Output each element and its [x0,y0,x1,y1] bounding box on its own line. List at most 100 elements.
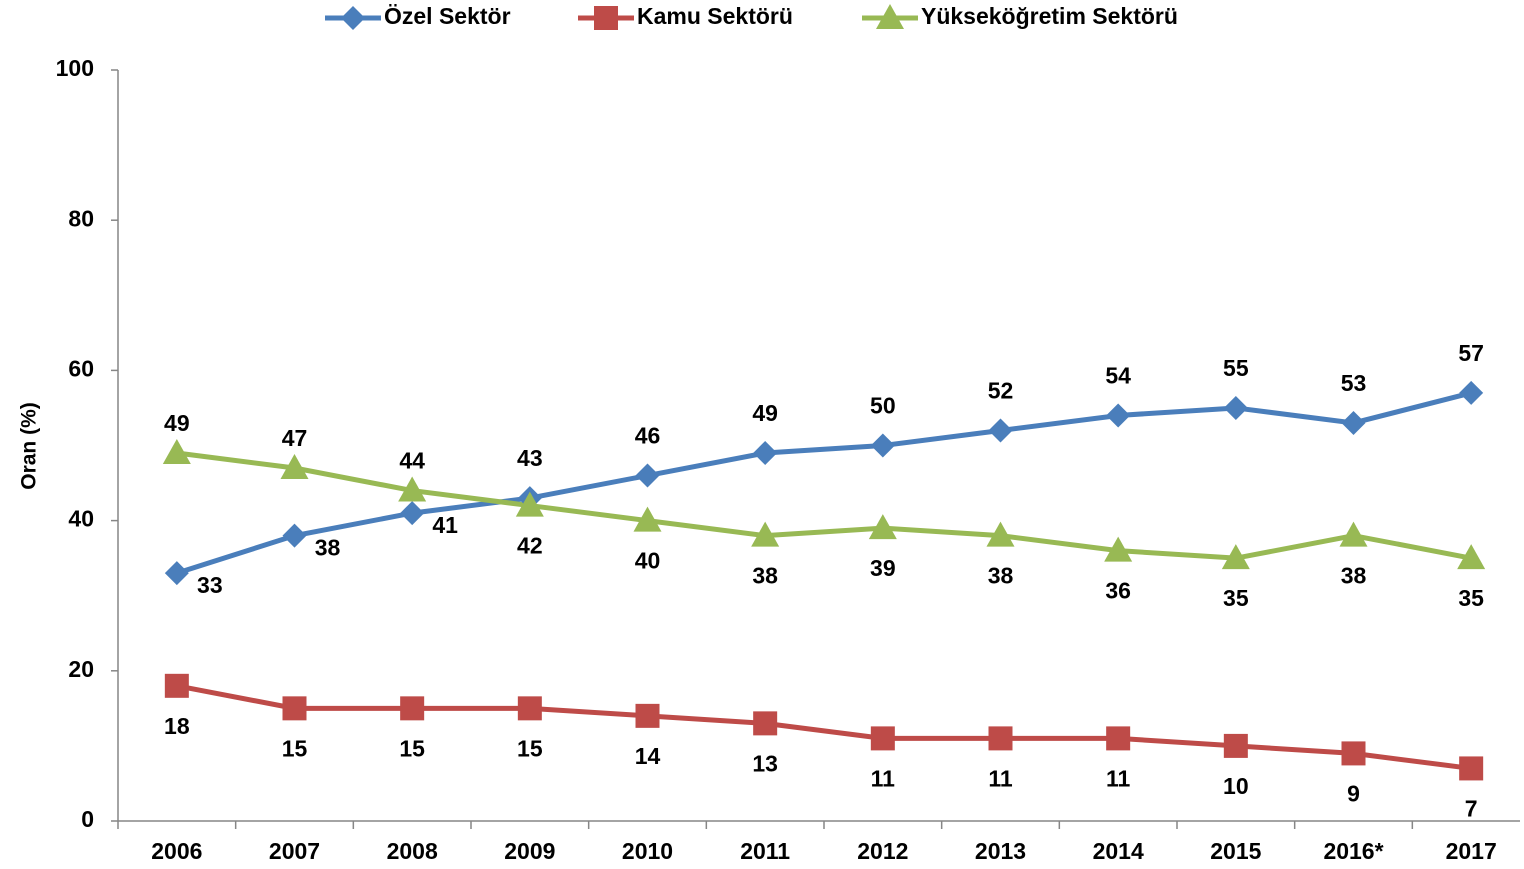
data-point [164,561,189,586]
data-label: 35 [1458,585,1484,611]
data-point [400,501,425,526]
data-label: 10 [1223,773,1249,799]
data-point [1223,395,1248,420]
y-tick-label: 40 [68,506,94,532]
y-axis-title: Oran (%) [18,402,41,490]
data-point [1104,536,1133,562]
data-point [515,491,544,517]
legend-marker [594,6,618,30]
data-point [1457,544,1486,570]
y-tick-label: 80 [68,205,94,231]
y-tick-label: 20 [68,656,94,682]
data-label: 15 [399,735,425,761]
data-label: 46 [635,423,661,449]
data-label: 9 [1347,780,1360,806]
data-point [1221,544,1250,570]
data-point [868,514,897,540]
data-point [1106,403,1131,428]
data-point [753,441,778,466]
data-label: 11 [871,765,896,791]
data-label: 38 [752,563,778,589]
data-label: 55 [1223,355,1249,381]
data-point [280,454,309,480]
x-tick-label: 2013 [975,838,1026,864]
data-label: 50 [870,393,896,419]
data-point [1341,741,1366,766]
data-label: 49 [164,410,190,436]
data-point [988,726,1013,751]
data-point [1106,726,1131,751]
data-label: 49 [752,400,778,426]
x-tick-label: 2014 [1093,838,1144,864]
y-tick-label: 60 [68,355,94,381]
data-point [162,439,191,465]
data-label: 15 [282,735,308,761]
data-point [753,711,778,736]
x-tick-label: 2008 [387,838,438,864]
y-tick-label: 100 [56,55,94,81]
x-tick-label: 2012 [857,838,908,864]
data-point [635,703,660,728]
data-label: 13 [752,750,778,776]
data-point [398,476,427,502]
data-label: 33 [197,572,223,598]
data-label: 47 [282,425,308,451]
data-point [635,463,660,488]
data-point [282,523,307,548]
data-label: 38 [1341,563,1367,589]
legend-label: Kamu Sektörü [637,3,793,29]
data-label: 53 [1341,370,1367,396]
data-point [400,696,425,721]
data-label: 41 [432,512,458,538]
data-label: 38 [315,535,341,561]
x-tick-label: 2016* [1323,838,1383,864]
data-label: 14 [635,743,661,769]
x-tick-label: 2006 [151,838,202,864]
x-tick-label: 2015 [1210,838,1261,864]
data-label: 39 [870,555,896,581]
series-line [176,390,1472,576]
x-tick-label: 2007 [269,838,320,864]
series-line [176,683,1472,771]
legend-marker [876,4,904,29]
data-label: 38 [988,563,1014,589]
data-label: 35 [1223,585,1249,611]
data-point [870,433,895,458]
data-label: 11 [1106,765,1131,791]
data-label: 57 [1458,340,1484,366]
x-tick-label: 2017 [1446,838,1497,864]
x-tick-label: 2009 [504,838,555,864]
data-label: 44 [399,448,425,474]
data-point [1459,380,1484,405]
data-label: 42 [517,533,543,559]
x-tick-label: 2010 [622,838,673,864]
data-label: 18 [164,713,190,739]
data-point [1223,733,1248,758]
data-label: 7 [1465,796,1478,822]
data-label: 54 [1105,363,1131,389]
x-tick-label: 2011 [740,838,790,864]
data-point [988,418,1013,443]
data-label: 15 [517,735,543,761]
data-label: 43 [517,445,543,471]
data-label: 40 [635,548,661,574]
legend-label: Yükseköğretim Sektörü [921,3,1178,29]
data-point [633,506,662,532]
y-tick-label: 0 [81,806,94,832]
data-point [1341,410,1366,435]
data-point [870,726,895,751]
data-point [517,696,542,721]
series-line [176,450,1472,561]
data-point [1339,521,1368,547]
data-point [1459,756,1484,781]
data-point [282,696,307,721]
data-point [751,521,780,547]
data-point [164,673,189,698]
legend-marker [341,6,365,30]
data-label: 52 [988,378,1014,404]
data-label: 36 [1105,578,1131,604]
data-point [986,521,1015,547]
legend-label: Özel Sektör [384,3,511,29]
data-label: 11 [988,765,1013,791]
